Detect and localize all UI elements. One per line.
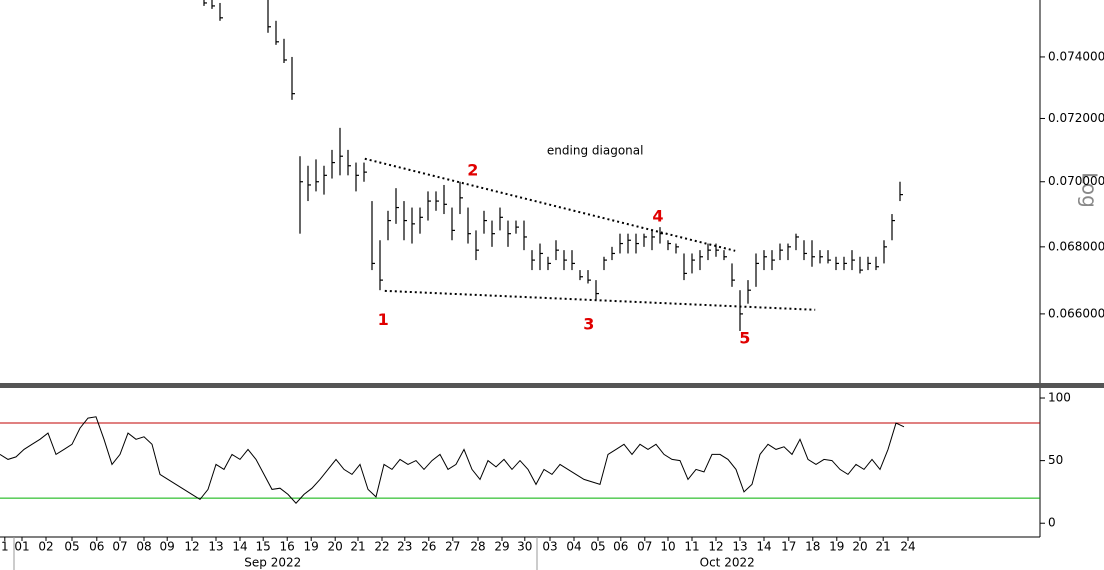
rsi-line	[0, 416, 905, 504]
scale-label: Log	[1078, 172, 1102, 208]
annotation: 2	[467, 160, 478, 179]
annotation: 1	[378, 310, 389, 329]
x-tick-label: 12	[708, 540, 723, 554]
y-tick-label: 0.072000	[1048, 111, 1104, 125]
annotation: 5	[739, 328, 750, 347]
x-tick-label: 02	[38, 540, 53, 554]
x-tick-label: 17	[781, 540, 796, 554]
x-tick-label: 24	[900, 540, 915, 554]
x-tick-label: 10	[660, 540, 675, 554]
x-tick-label: 05	[64, 540, 79, 554]
y-tick-label: 100	[1048, 391, 1071, 405]
x-tick-label: 18	[805, 540, 820, 554]
x-tick-label: 16	[280, 540, 295, 554]
x-tick-label: 30	[517, 540, 532, 554]
x-tick-label: 20	[328, 540, 343, 554]
x-tick-label: 20	[852, 540, 867, 554]
x-tick-label: 22	[374, 540, 389, 554]
x-tick-label: 19	[304, 540, 319, 554]
x-tick-label: 13	[732, 540, 747, 554]
x-tick-label: 05	[590, 540, 605, 554]
x-tick-label: 21	[350, 540, 365, 554]
x-tick-label: 13	[208, 540, 223, 554]
x-tick-label: 07	[112, 540, 127, 554]
y-tick-label: 0.066000	[1048, 306, 1104, 320]
x-tick-label: 11	[684, 540, 699, 554]
x-tick-label: 27	[445, 540, 460, 554]
y-tick-label: 50	[1048, 453, 1063, 467]
x-tick-label: 12	[184, 540, 199, 554]
y-tick-label: 0.068000	[1048, 239, 1104, 253]
x-tick-label: 06	[613, 540, 628, 554]
annotation: ending diagonal	[547, 143, 644, 157]
x-tick-label: 1	[1, 540, 9, 554]
month-label: Sep 2022	[244, 556, 301, 570]
x-tick-label: 21	[876, 540, 891, 554]
x-tick-label: 01	[14, 540, 29, 554]
x-tick-label: 28	[470, 540, 485, 554]
x-tick-label: 08	[136, 540, 151, 554]
x-tick-label: 04	[566, 540, 581, 554]
y-tick-label: 0.070000	[1048, 174, 1104, 188]
x-tick-label: 23	[397, 540, 412, 554]
x-tick-label: 09	[160, 540, 175, 554]
x-tick-label: 26	[421, 540, 436, 554]
annotation: 3	[583, 314, 594, 333]
x-tick-label: 03	[542, 540, 557, 554]
month-label: Oct 2022	[700, 556, 755, 570]
x-tick-label: 19	[829, 540, 844, 554]
trendline	[384, 289, 816, 311]
x-tick-label: 07	[637, 540, 652, 554]
trendline	[364, 157, 736, 252]
x-tick-label: 15	[256, 540, 271, 554]
pane-divider	[0, 383, 1104, 388]
x-tick-label: 14	[232, 540, 247, 554]
x-tick-label: 29	[494, 540, 509, 554]
x-tick-label: 06	[89, 540, 104, 554]
annotation: 4	[652, 206, 663, 225]
y-tick-label: 0.074000	[1048, 49, 1104, 63]
x-tick-label: 14	[756, 540, 771, 554]
y-tick-label: 0	[1048, 516, 1056, 530]
